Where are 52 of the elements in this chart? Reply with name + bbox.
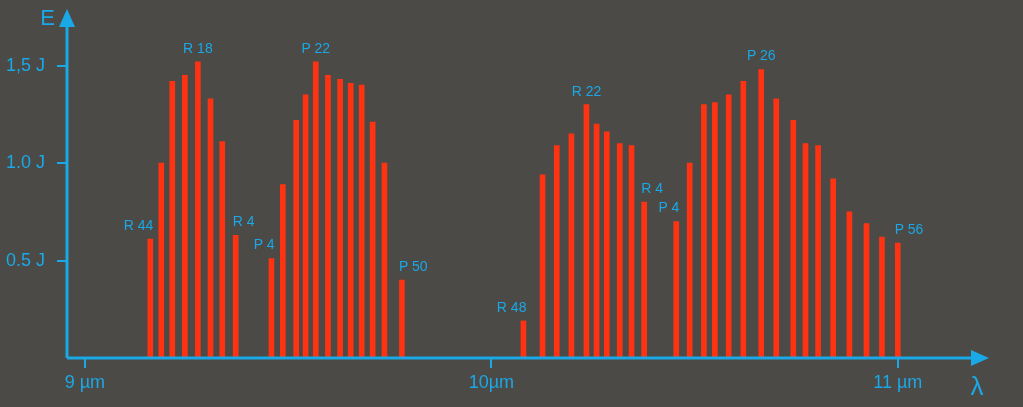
bar — [740, 80, 747, 358]
annotation: P 50 — [398, 257, 428, 274]
bar — [182, 75, 188, 358]
bar — [879, 236, 885, 358]
x-tick-label: 11 µm — [873, 371, 923, 392]
bar — [686, 162, 693, 358]
y-tick-label: 0.5 J — [5, 249, 45, 270]
bar — [293, 119, 300, 358]
bar — [158, 162, 165, 358]
bar — [773, 98, 780, 358]
bar — [790, 119, 797, 358]
x-tick-label: 9 µm — [64, 371, 106, 392]
y-axis-title: E — [40, 4, 55, 30]
bar — [312, 61, 319, 358]
bar — [603, 131, 610, 358]
annotation: P 22 — [301, 39, 331, 56]
annotation: R 44 — [123, 216, 154, 233]
bar — [399, 279, 405, 358]
annotation: P 4 — [658, 199, 680, 216]
y-tick-label: 1.0 J — [5, 152, 45, 173]
bar — [279, 184, 286, 358]
bar — [673, 221, 680, 358]
bar — [219, 141, 226, 358]
bar — [712, 102, 718, 358]
x-axis-title: λ — [970, 371, 984, 402]
annotation: R 18 — [183, 39, 213, 56]
bar — [347, 82, 354, 358]
bar — [147, 238, 154, 358]
bar — [758, 69, 765, 358]
annotation: R 4 — [232, 213, 255, 230]
annotation: R 22 — [571, 82, 602, 99]
bar — [641, 201, 647, 358]
annotation: P 56 — [894, 220, 924, 237]
x-tick-label: 10µm — [468, 371, 515, 392]
bar — [358, 84, 365, 358]
bar — [815, 145, 821, 358]
bar — [701, 104, 707, 358]
bar — [830, 178, 836, 358]
bar — [195, 61, 201, 358]
y-tick-label: 1,5 J — [5, 54, 45, 75]
bar — [553, 145, 560, 358]
annotation: P 26 — [746, 47, 776, 64]
bar — [894, 242, 901, 358]
annotation: R 4 — [641, 179, 664, 196]
annotation: R 48 — [496, 298, 527, 315]
bar — [325, 75, 331, 358]
annotation: P 4 — [253, 236, 275, 253]
bar — [169, 80, 176, 358]
bar — [725, 94, 732, 358]
bar — [232, 234, 239, 358]
bar — [616, 143, 623, 358]
bar — [337, 78, 343, 358]
